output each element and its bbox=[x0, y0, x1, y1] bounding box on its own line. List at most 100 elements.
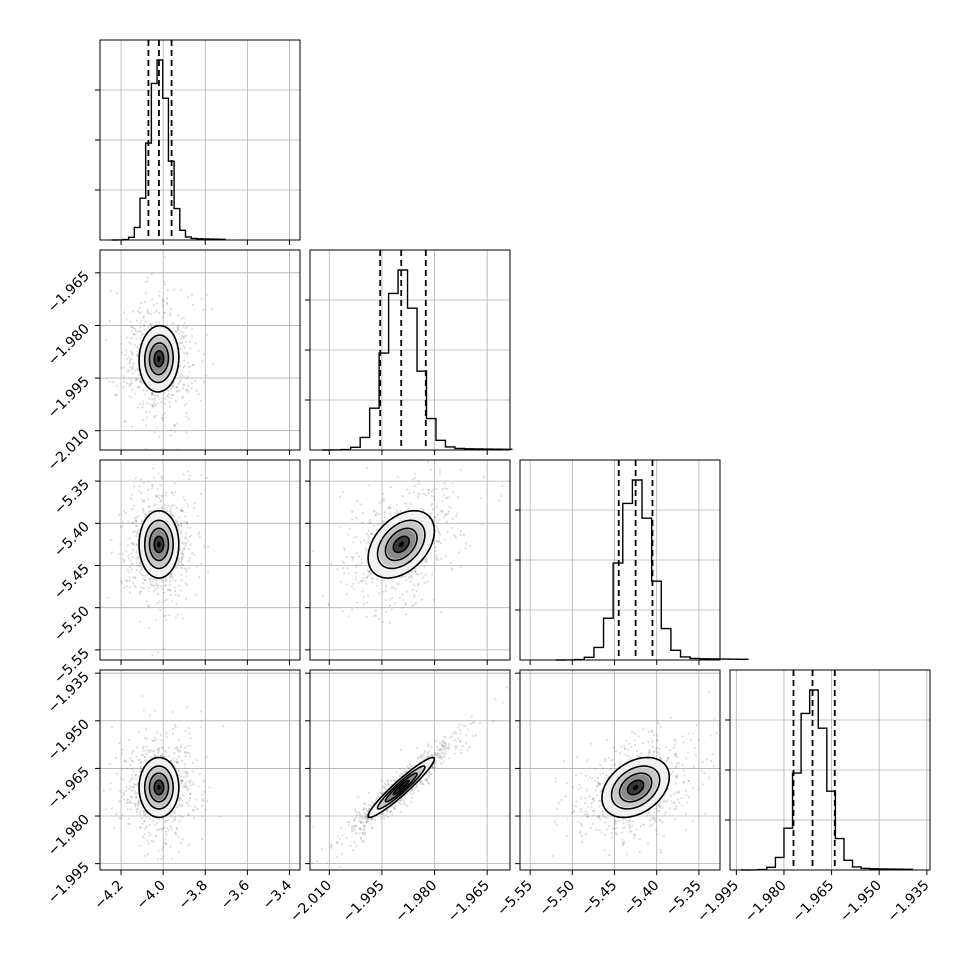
sample-point bbox=[389, 507, 392, 510]
sample-point bbox=[151, 470, 153, 472]
sample-point bbox=[368, 519, 371, 522]
sample-point bbox=[364, 547, 368, 550]
sample-point bbox=[642, 728, 645, 731]
sample-point bbox=[110, 807, 113, 810]
sample-point bbox=[100, 680, 101, 683]
sample-point bbox=[165, 842, 168, 845]
sample-point bbox=[180, 338, 183, 341]
sample-point bbox=[672, 746, 676, 749]
sample-point bbox=[345, 583, 348, 586]
sample-point bbox=[439, 755, 442, 759]
sample-point bbox=[112, 381, 115, 384]
sample-point bbox=[185, 575, 188, 578]
sample-point bbox=[183, 515, 186, 518]
sample-point bbox=[206, 570, 210, 573]
sample-point bbox=[190, 382, 194, 385]
sample-point bbox=[135, 808, 138, 811]
sample-point bbox=[350, 585, 353, 588]
sample-point bbox=[406, 590, 409, 593]
sample-point bbox=[165, 579, 168, 582]
sample-point bbox=[120, 817, 123, 820]
sample-point bbox=[200, 726, 203, 729]
sample-point bbox=[395, 509, 398, 512]
sample-point bbox=[621, 838, 624, 841]
sample-point bbox=[686, 801, 689, 804]
sample-point bbox=[408, 763, 411, 766]
sample-point bbox=[177, 523, 180, 527]
sample-point bbox=[125, 579, 128, 582]
sample-point bbox=[200, 793, 204, 797]
sample-point bbox=[179, 381, 182, 384]
sample-point bbox=[402, 495, 405, 498]
sample-point bbox=[590, 806, 593, 809]
sample-point bbox=[630, 745, 633, 748]
sample-point bbox=[142, 481, 145, 484]
sample-point bbox=[151, 391, 154, 394]
sample-point bbox=[613, 821, 616, 824]
panel-frame bbox=[99, 459, 301, 661]
sample-point bbox=[134, 477, 137, 480]
sample-point bbox=[343, 549, 346, 552]
sample-point bbox=[410, 801, 413, 804]
sample-point bbox=[187, 390, 190, 393]
sample-point bbox=[450, 506, 453, 509]
sample-point bbox=[170, 491, 173, 495]
sample-point bbox=[181, 838, 185, 841]
sample-point bbox=[137, 803, 141, 806]
sample-point bbox=[403, 800, 406, 803]
sample-point bbox=[446, 746, 449, 750]
sample-point bbox=[152, 739, 156, 742]
sample-point bbox=[384, 599, 387, 602]
density-level-4 bbox=[157, 355, 161, 362]
sample-point bbox=[409, 580, 412, 583]
sample-point bbox=[592, 814, 595, 817]
sample-point bbox=[143, 833, 146, 836]
sample-point bbox=[180, 522, 183, 525]
sample-point bbox=[439, 749, 442, 752]
sample-point bbox=[132, 770, 135, 773]
sample-point bbox=[584, 810, 587, 813]
sample-point bbox=[356, 813, 359, 817]
sample-point bbox=[654, 747, 658, 751]
sample-point bbox=[432, 507, 435, 510]
sample-point bbox=[320, 848, 323, 851]
sample-point bbox=[148, 714, 152, 717]
sample-point bbox=[642, 741, 645, 745]
sample-point bbox=[161, 397, 165, 400]
sample-point bbox=[433, 766, 436, 769]
sample-point bbox=[173, 760, 177, 763]
sample-point bbox=[422, 508, 425, 512]
sample-point bbox=[133, 783, 136, 786]
sample-point bbox=[178, 749, 181, 752]
sample-point bbox=[169, 397, 173, 400]
sample-point bbox=[198, 531, 201, 534]
sample-point bbox=[668, 807, 671, 810]
sample-point bbox=[441, 510, 444, 513]
sample-point bbox=[126, 544, 130, 547]
sample-point bbox=[136, 524, 139, 528]
sample-point bbox=[143, 820, 146, 823]
sample-point bbox=[684, 812, 688, 816]
sample-point bbox=[440, 510, 443, 514]
sample-point bbox=[174, 520, 177, 523]
sample-point bbox=[610, 759, 613, 762]
sample-point bbox=[687, 779, 690, 782]
sample-point bbox=[427, 488, 431, 491]
sample-point bbox=[176, 385, 179, 388]
sample-point bbox=[180, 509, 183, 512]
sample-point bbox=[196, 514, 199, 517]
sample-point bbox=[583, 873, 585, 875]
sample-point bbox=[412, 478, 415, 481]
sample-point bbox=[586, 816, 589, 819]
sample-point bbox=[182, 776, 185, 779]
sample-point bbox=[405, 502, 408, 506]
sample-point bbox=[438, 472, 441, 475]
sample-point bbox=[459, 729, 462, 732]
sample-point bbox=[474, 734, 477, 737]
sample-point bbox=[351, 825, 354, 828]
y-tick-label: −2.010 bbox=[45, 426, 93, 474]
sample-point bbox=[182, 331, 185, 334]
sample-point bbox=[182, 325, 185, 328]
sample-point bbox=[202, 799, 205, 803]
sample-point bbox=[153, 402, 156, 405]
